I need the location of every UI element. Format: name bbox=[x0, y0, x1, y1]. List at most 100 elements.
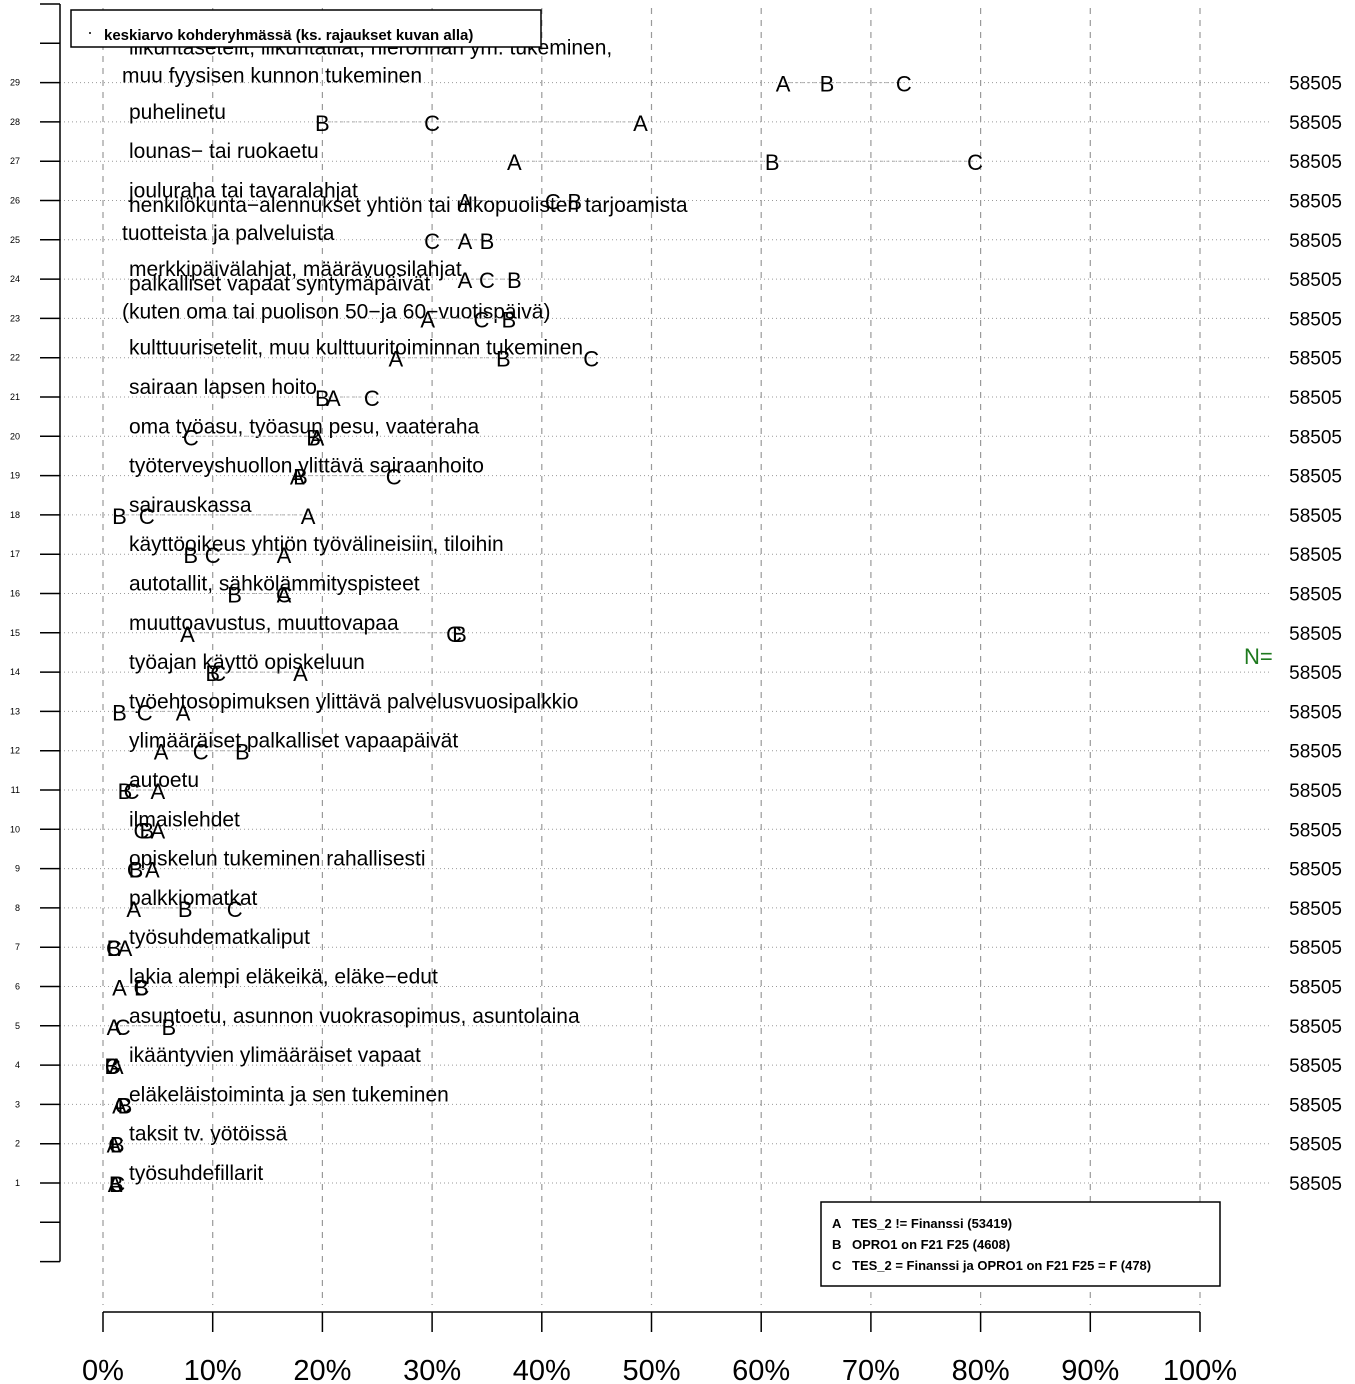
n-value: 58505 bbox=[1289, 1056, 1342, 1077]
y-tick-label: 10 bbox=[10, 824, 20, 834]
y-tick-label: 14 bbox=[10, 667, 20, 677]
row-label: palkkiomatkat bbox=[129, 887, 258, 910]
n-value: 58505 bbox=[1289, 820, 1342, 841]
row-label: palkalliset vapaat syntymäpäivät bbox=[129, 272, 430, 295]
y-tick-label: 8 bbox=[15, 903, 20, 913]
row-label: tuotteista ja palveluista bbox=[122, 222, 335, 245]
n-value: 58505 bbox=[1289, 1135, 1342, 1156]
mark-c: C bbox=[105, 1054, 121, 1079]
mark-a: A bbox=[458, 190, 473, 215]
x-axis: 0% 10% 20% 30% 40% 50% 60% 70% 80% 90% 100% bbox=[82, 1311, 1237, 1384]
n-value: 58505 bbox=[1289, 624, 1342, 645]
legend-key-c: C bbox=[832, 1258, 842, 1273]
mark-c: C bbox=[276, 583, 292, 608]
x-tick-label: 80% bbox=[952, 1355, 1010, 1384]
mark-a: A bbox=[126, 897, 141, 922]
y-tick-label: 11 bbox=[11, 785, 20, 795]
x-tick-label: 100% bbox=[1163, 1355, 1237, 1384]
mark-c: C bbox=[479, 268, 495, 293]
n-value: 58505 bbox=[1289, 585, 1342, 606]
y-tick-label: 18 bbox=[10, 510, 20, 520]
mark-a: A bbox=[151, 779, 166, 804]
mark-a: A bbox=[458, 268, 473, 293]
mark-c: C bbox=[545, 190, 561, 215]
mark-c: C bbox=[227, 897, 243, 922]
mark-a: A bbox=[277, 583, 292, 608]
mark-b: B bbox=[235, 740, 250, 765]
n-value: 58505 bbox=[1289, 1095, 1342, 1116]
mark-c: C bbox=[896, 72, 912, 97]
mark-b: B bbox=[507, 268, 522, 293]
mark-a: A bbox=[118, 936, 133, 961]
x-tick-label: 90% bbox=[1061, 1355, 1119, 1384]
y-tick-label: 20 bbox=[10, 431, 20, 441]
mark-a: A bbox=[389, 347, 404, 372]
y-tick-label: 22 bbox=[10, 353, 20, 363]
y-tick-label: 15 bbox=[10, 628, 20, 638]
mark-a: A bbox=[277, 543, 292, 568]
x-tick-label: 20% bbox=[293, 1355, 351, 1384]
mark-a: A bbox=[151, 818, 166, 843]
mark-a: A bbox=[108, 1172, 123, 1197]
row-label: asuntoetu, asunnon vuokrasopimus, asunto… bbox=[129, 1005, 580, 1028]
y-tick-label: 9 bbox=[15, 864, 20, 874]
n-value: 58505 bbox=[1289, 702, 1342, 723]
x-tick-label: 50% bbox=[622, 1355, 680, 1384]
y-tick-label: 5 bbox=[15, 1021, 20, 1031]
row-label: työehtosopimuksen ylittävä palvelusvuosi… bbox=[129, 690, 578, 713]
y-tick-label: 12 bbox=[10, 746, 20, 756]
mark-b: B bbox=[820, 72, 835, 97]
mark-a: A bbox=[176, 700, 191, 725]
point-legend-box bbox=[70, 9, 542, 48]
marks: AAAAAAAAAAAAAAAAAAAAAAAAAAAAABBBBBBBBBBB… bbox=[104, 72, 983, 1197]
n-label: N= bbox=[1244, 644, 1273, 669]
row-label: kulttuurisetelit, muu kulttuuritoiminnan… bbox=[129, 337, 583, 360]
row-label: oma työasu, työasun pesu, vaateraha bbox=[129, 415, 480, 438]
n-values: 58505 58505 58505 58505 58505 58505 58505 58505… bbox=[1289, 74, 1342, 1195]
mark-c: C bbox=[109, 1172, 125, 1197]
n-value: 58505 bbox=[1289, 899, 1342, 920]
n-value: 58505 bbox=[1289, 192, 1342, 213]
n-value: 58505 bbox=[1289, 270, 1342, 291]
mark-c: C bbox=[446, 622, 462, 647]
mark-c: C bbox=[115, 1093, 131, 1118]
x-tick-label: 10% bbox=[184, 1355, 242, 1384]
n-value: 58505 bbox=[1289, 427, 1342, 448]
y-tick-label: 16 bbox=[10, 589, 20, 599]
legend-text-a: TES_2 != Finanssi (53419) bbox=[852, 1216, 1012, 1231]
row-label: lakia alempi eläkeikä, eläke−edut bbox=[129, 966, 438, 989]
mark-b: B bbox=[107, 936, 122, 961]
mark-c: C bbox=[474, 307, 490, 332]
mark-b: B bbox=[315, 386, 330, 411]
row-label: ikääntyvien ylimääräiset vapaat bbox=[129, 1044, 421, 1067]
mark-a: A bbox=[420, 307, 435, 332]
y-tick-label: 26 bbox=[10, 196, 20, 206]
series-legend-box bbox=[820, 1201, 1221, 1287]
point-legend-text: keskiarvo kohderyhmässä (ks. rajaukset k… bbox=[104, 27, 473, 44]
row-label: työsuhdematkaliput bbox=[129, 926, 310, 949]
y-tick-label: 17 bbox=[10, 549, 20, 559]
mark-c: C bbox=[210, 661, 226, 686]
point-legend: keskiarvo kohderyhmässä (ks. rajaukset k… bbox=[70, 9, 542, 48]
mark-c: C bbox=[139, 504, 155, 529]
mark-a: A bbox=[458, 229, 473, 254]
y-tick-label: 1 bbox=[15, 1178, 20, 1188]
mark-c: C bbox=[205, 543, 221, 568]
row-label: työterveyshuollon ylittävä sairaanhoito bbox=[129, 455, 484, 478]
mark-b: B bbox=[183, 543, 198, 568]
mark-b: B bbox=[205, 661, 220, 686]
row-labels: työsuhdefillarit taksit tv. yötöissä eläke… bbox=[122, 37, 688, 1185]
n-value: 58505 bbox=[1289, 467, 1342, 488]
mark-a: A bbox=[507, 150, 522, 175]
mark-b: B bbox=[315, 111, 330, 136]
mark-b: B bbox=[502, 307, 517, 332]
n-value: 58505 bbox=[1289, 388, 1342, 409]
row-label: käyttöoikeus yhtiön työvälineisiin, tilo… bbox=[129, 533, 504, 556]
row-label: sairauskassa bbox=[129, 494, 252, 517]
mark-b: B bbox=[129, 858, 144, 883]
mark-b: B bbox=[765, 150, 780, 175]
x-tick-label: 70% bbox=[842, 1355, 900, 1384]
mark-b: B bbox=[134, 976, 149, 1001]
y-tick-label: 24 bbox=[10, 274, 20, 284]
mark-c: C bbox=[364, 386, 380, 411]
